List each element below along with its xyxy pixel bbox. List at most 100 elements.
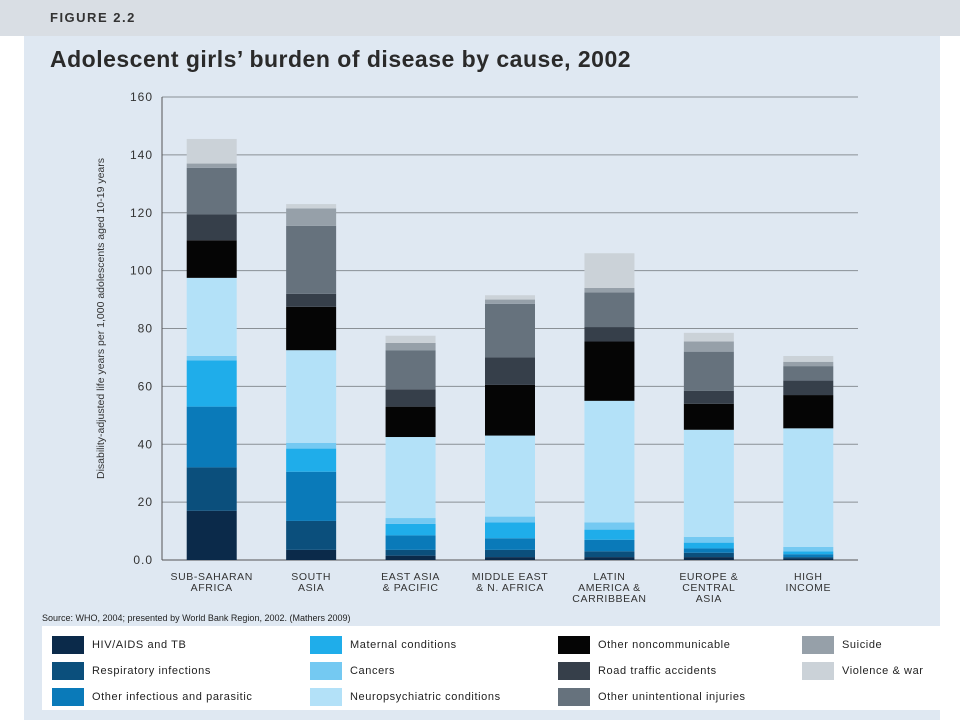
bar-segment xyxy=(186,138,237,164)
legend-label: Suicide xyxy=(842,639,883,651)
x-tick-label: ASIA xyxy=(298,582,324,594)
bar-segment xyxy=(286,350,337,443)
x-tick-label: HIGH xyxy=(794,571,823,583)
y-axis-label: Disability-adjusted life years per 1,000… xyxy=(95,158,107,479)
legend-label: Road traffic accidents xyxy=(598,665,717,677)
legend-label: Neuropsychiatric conditions xyxy=(350,691,501,703)
bar-segment xyxy=(783,557,834,559)
legend-swatch xyxy=(310,688,342,706)
bar-segment xyxy=(385,518,436,524)
bar-segment xyxy=(485,557,535,560)
bar-segment xyxy=(186,510,237,560)
legend-item: Suicide xyxy=(802,635,882,655)
bar-segment xyxy=(783,380,834,396)
bar-segment xyxy=(683,351,734,391)
bar-segment xyxy=(783,554,834,558)
legend-item: Maternal conditions xyxy=(310,635,457,655)
bar-segment xyxy=(485,538,535,550)
bar-segment xyxy=(783,428,834,547)
y-tick-label: 80 xyxy=(138,322,153,336)
legend-swatch xyxy=(310,636,342,654)
bar-segment xyxy=(186,163,237,168)
bar-segment xyxy=(683,542,734,549)
figure-header-bar xyxy=(0,0,960,36)
source-note: Source: WHO, 2004; presented by World Ba… xyxy=(42,613,351,623)
legend-label: Violence & war xyxy=(842,665,924,677)
x-tick-label: INCOME xyxy=(785,582,831,594)
bar-segment xyxy=(683,332,734,342)
bar-segment xyxy=(584,539,635,552)
y-tick-label: 0.0 xyxy=(133,553,153,567)
x-tick-label: ASIA xyxy=(696,593,722,605)
bar-segment xyxy=(485,435,535,517)
x-tick-label: EAST ASIA xyxy=(381,571,440,583)
legend-label: HIV/AIDS and TB xyxy=(92,639,187,651)
bar-segment xyxy=(485,516,535,523)
bar-segment xyxy=(584,522,635,530)
bar-segment xyxy=(683,548,734,553)
chart-legend: HIV/AIDS and TB Respiratory infections Oth… xyxy=(42,626,958,710)
bar-segment xyxy=(286,448,337,472)
bar-segment xyxy=(584,529,635,540)
y-tick-label: 100 xyxy=(130,264,153,278)
x-tick-label: SOUTH xyxy=(291,571,331,583)
bar-segment xyxy=(584,253,635,288)
bar-segment xyxy=(485,357,535,385)
bar-segment xyxy=(385,549,436,556)
y-tick-label: 140 xyxy=(130,148,153,162)
bar-segment xyxy=(683,557,734,560)
bar-segment xyxy=(286,204,337,209)
bar-segment xyxy=(286,471,337,521)
bar-segment xyxy=(186,240,237,278)
figure-label: FIGURE 2.2 xyxy=(50,10,136,25)
bar-segment xyxy=(485,522,535,539)
x-tick-label: AFRICA xyxy=(191,582,233,594)
bar-segment xyxy=(783,558,834,560)
bar-segment xyxy=(385,406,436,438)
legend-swatch xyxy=(558,636,590,654)
legend-item: Neuropsychiatric conditions xyxy=(310,687,501,707)
legend-swatch xyxy=(558,688,590,706)
legend-label: Other infectious and parasitic xyxy=(92,691,253,703)
bar-segment xyxy=(783,361,834,367)
y-tick-label: 120 xyxy=(130,206,153,220)
legend-item: Other noncommunicable xyxy=(558,635,730,655)
legend-item: HIV/AIDS and TB xyxy=(52,635,186,655)
bar-segment xyxy=(683,341,734,352)
legend-swatch xyxy=(310,662,342,680)
x-tick-label: LATIN xyxy=(593,571,625,583)
bar-segment xyxy=(385,555,436,560)
legend-item: Other unintentional injuries xyxy=(558,687,746,707)
legend-swatch xyxy=(52,688,84,706)
x-tick-label: MIDDLE EAST xyxy=(472,571,549,583)
bar-segment xyxy=(385,335,436,343)
bar-segment xyxy=(186,214,237,241)
x-tick-label: SUB-SAHARAN xyxy=(170,571,252,583)
bar-segment xyxy=(286,208,337,226)
bar-segment xyxy=(186,406,237,468)
y-tick-label: 160 xyxy=(130,90,153,104)
bar-segment xyxy=(286,520,337,550)
x-tick-label: & PACIFIC xyxy=(383,582,439,594)
bar-segment xyxy=(584,327,635,342)
bar-segment xyxy=(385,523,436,536)
bar-segment xyxy=(683,552,734,558)
bar-segment xyxy=(485,384,535,436)
left-margin xyxy=(0,36,24,720)
x-tick-label: AMERICA & xyxy=(578,582,641,594)
bar-segment xyxy=(584,287,635,293)
bar-segment xyxy=(485,295,535,300)
stacked-bar-chart: 0.0 20 40 60 80 100 120 140 160 Disability-adjust… xyxy=(95,90,858,605)
legend-item: Violence & war xyxy=(802,661,924,681)
bar-segment xyxy=(186,467,237,511)
legend-label: Respiratory infections xyxy=(92,665,211,677)
bar-segment xyxy=(186,360,237,407)
bar-segment xyxy=(286,306,337,351)
bar-segment xyxy=(584,557,635,560)
bar-segment xyxy=(683,390,734,404)
bar-segment xyxy=(186,355,237,361)
bar-segment xyxy=(385,342,436,351)
bar-segment xyxy=(186,277,237,356)
bar-segment xyxy=(683,536,734,543)
x-tick-label: & N. AFRICA xyxy=(476,582,544,594)
